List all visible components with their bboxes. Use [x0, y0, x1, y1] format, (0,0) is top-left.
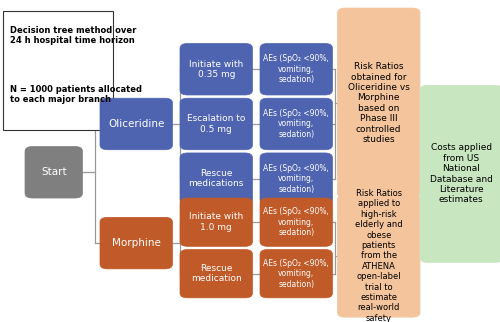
Text: AEs (SpO₂ <90%,
vomiting,
sedation): AEs (SpO₂ <90%, vomiting, sedation)	[264, 259, 329, 289]
Text: Initiate with
1.0 mg: Initiate with 1.0 mg	[189, 213, 244, 232]
Text: Risk Ratios
applied to
high-risk
elderly and
obese
patients
from the
ATHENA
open: Risk Ratios applied to high-risk elderly…	[355, 189, 403, 322]
FancyBboxPatch shape	[338, 195, 420, 317]
Text: Oliceridine: Oliceridine	[108, 119, 164, 129]
FancyBboxPatch shape	[100, 217, 172, 269]
FancyBboxPatch shape	[180, 153, 252, 204]
Text: Risk Ratios
obtained for
Oliceridine vs
Morphine
based on
Phase III
controlled
s: Risk Ratios obtained for Oliceridine vs …	[348, 62, 410, 144]
Text: AEs (SpO₂ <90%,
vomiting,
sedation): AEs (SpO₂ <90%, vomiting, sedation)	[264, 54, 329, 84]
FancyBboxPatch shape	[25, 147, 82, 198]
FancyBboxPatch shape	[260, 98, 332, 150]
FancyBboxPatch shape	[260, 43, 332, 95]
FancyBboxPatch shape	[260, 198, 332, 246]
Text: Escalation to
0.5 mg: Escalation to 0.5 mg	[187, 114, 246, 134]
Text: Rescue
medications: Rescue medications	[188, 169, 244, 188]
FancyBboxPatch shape	[180, 43, 252, 95]
FancyBboxPatch shape	[260, 153, 332, 204]
FancyBboxPatch shape	[420, 85, 500, 262]
FancyBboxPatch shape	[260, 250, 332, 298]
FancyBboxPatch shape	[338, 8, 420, 198]
FancyBboxPatch shape	[180, 98, 252, 150]
Text: N = 1000 patients allocated
to each major branch: N = 1000 patients allocated to each majo…	[10, 85, 142, 104]
Text: Start: Start	[41, 167, 66, 177]
FancyBboxPatch shape	[2, 11, 112, 130]
FancyBboxPatch shape	[180, 250, 252, 298]
Text: Morphine: Morphine	[112, 238, 160, 248]
Text: Rescue
medication: Rescue medication	[191, 264, 242, 283]
Text: Decision tree method over
24 h hospital time horizon: Decision tree method over 24 h hospital …	[10, 26, 136, 45]
FancyBboxPatch shape	[180, 198, 252, 246]
Text: AEs (SpO₂ <90%,
vomiting,
sedation): AEs (SpO₂ <90%, vomiting, sedation)	[264, 207, 329, 237]
Text: Initiate with
0.35 mg: Initiate with 0.35 mg	[189, 60, 244, 79]
FancyBboxPatch shape	[100, 98, 172, 150]
Text: AEs (SpO₂ <90%,
vomiting,
sedation): AEs (SpO₂ <90%, vomiting, sedation)	[264, 109, 329, 139]
Text: Costs applied
from US
National
Database and
Literature
estimates: Costs applied from US National Database …	[430, 143, 492, 204]
Text: AEs (SpO₂ <90%,
vomiting,
sedation): AEs (SpO₂ <90%, vomiting, sedation)	[264, 164, 329, 194]
